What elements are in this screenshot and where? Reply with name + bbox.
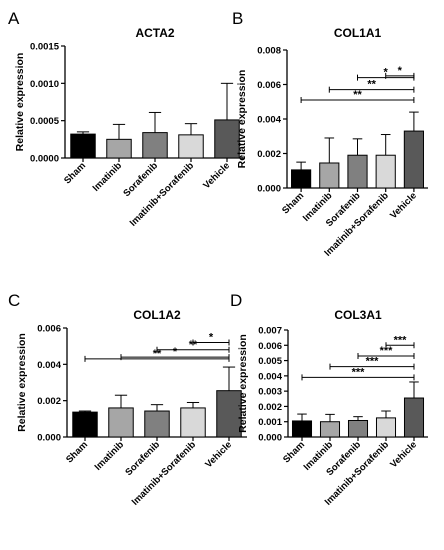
y-tick-label: 0.002 bbox=[258, 402, 282, 413]
bar-sham bbox=[291, 169, 312, 189]
bar-sham bbox=[291, 420, 313, 438]
bar-imatinib bbox=[319, 421, 341, 438]
panel-letter: B bbox=[232, 9, 243, 28]
y-tick-label: 0.005 bbox=[258, 356, 282, 367]
chart-title: ACTA2 bbox=[135, 26, 174, 40]
y-tick-label: 0.0005 bbox=[30, 116, 60, 127]
bar-sorafenib bbox=[144, 410, 170, 438]
panel-letter: D bbox=[230, 291, 242, 310]
y-axis-label: Relative expression bbox=[14, 53, 26, 152]
y-tick-label: 0.002 bbox=[37, 396, 61, 407]
bar-sorafenib bbox=[142, 132, 168, 159]
significance-label: *** bbox=[366, 356, 380, 368]
x-tick-label: Imatinib bbox=[93, 439, 127, 473]
bar-vehicle bbox=[403, 397, 425, 438]
bar-imatinib-sorafenib bbox=[375, 417, 397, 438]
panel-letter: A bbox=[8, 9, 20, 28]
x-tick-label: Sham bbox=[280, 190, 306, 216]
panel-a: A ACTA2 Relative expression 0.0000 0.0005 0.0… bbox=[8, 9, 245, 229]
x-tick-label: Imatinib+Sorafenib bbox=[130, 439, 199, 508]
significance-label: * bbox=[384, 67, 389, 79]
significance-label: * bbox=[209, 332, 214, 344]
x-tick-label: Imatinib+Sorafenib bbox=[128, 160, 197, 229]
y-tick-label: 0.0000 bbox=[30, 154, 59, 165]
y-axis-label: Relative expression bbox=[237, 334, 249, 433]
significance-label: ** bbox=[367, 79, 376, 91]
y-tick-label: 0.004 bbox=[258, 371, 282, 382]
y-tick-label: 0.007 bbox=[258, 326, 282, 337]
panel-b: B COL1A1 Relative expression 0.000 0.002 0.00… bbox=[232, 9, 428, 259]
panel-d: D COL3A1 Relative expression 0.000 0.001 0.00… bbox=[230, 291, 428, 508]
x-tick-label: Sham bbox=[64, 439, 90, 465]
bar-imatinib bbox=[319, 162, 340, 189]
significance-label: ** bbox=[189, 339, 198, 351]
bar-sham bbox=[72, 411, 98, 438]
bar-vehicle bbox=[403, 130, 424, 189]
y-tick-label: 0.000 bbox=[257, 184, 281, 195]
chart-title: COL1A1 bbox=[334, 26, 382, 40]
x-tick-label: Sham bbox=[62, 160, 88, 186]
significance-label: *** bbox=[352, 366, 366, 378]
bar-imatinib-sorafenib bbox=[180, 407, 206, 438]
y-tick-label: 0.004 bbox=[37, 360, 61, 371]
bar-sham bbox=[70, 133, 96, 159]
y-axis-label: Relative expression bbox=[236, 70, 248, 169]
y-tick-label: 0.000 bbox=[37, 433, 61, 444]
bar-imatinib bbox=[108, 407, 134, 438]
chart-title: COL3A1 bbox=[334, 308, 382, 322]
x-tick-label: Imatinib bbox=[91, 160, 125, 194]
bar-imatinib-sorafenib bbox=[375, 154, 396, 189]
y-tick-label: 0.0015 bbox=[30, 42, 60, 53]
significance-label: *** bbox=[380, 345, 394, 357]
significance-label: * bbox=[398, 65, 403, 77]
x-tick-label: Vehicle bbox=[201, 160, 232, 191]
significance-label: ** bbox=[353, 89, 362, 101]
bar-sorafenib bbox=[347, 154, 368, 189]
y-tick-label: 0.008 bbox=[257, 46, 281, 57]
x-tick-label: Vehicle bbox=[388, 439, 419, 470]
bar-imatinib-sorafenib bbox=[178, 134, 204, 159]
y-tick-label: 0.003 bbox=[258, 387, 282, 398]
significance-label: *** bbox=[394, 334, 408, 346]
y-axis-label: Relative expression bbox=[16, 333, 28, 432]
significance-label: ** bbox=[153, 348, 162, 360]
y-tick-label: 0.001 bbox=[258, 417, 282, 428]
x-tick-label: Sham bbox=[281, 439, 307, 465]
y-tick-label: 0.006 bbox=[257, 80, 281, 91]
y-tick-label: 0.006 bbox=[37, 324, 61, 335]
y-tick-label: 0.0010 bbox=[30, 79, 59, 90]
panel-c: C COL1A2 Relative expression 0.000 0.002 0.00… bbox=[8, 291, 247, 508]
bar-sorafenib bbox=[347, 419, 369, 438]
x-tick-label: Vehicle bbox=[203, 439, 234, 470]
chart-title: COL1A2 bbox=[133, 308, 181, 322]
y-tick-label: 0.006 bbox=[258, 341, 282, 352]
y-tick-label: 0.000 bbox=[258, 433, 282, 444]
significance-label: * bbox=[173, 346, 178, 358]
panel-letter: C bbox=[8, 291, 20, 310]
y-tick-label: 0.002 bbox=[257, 149, 281, 160]
x-tick-label: Vehicle bbox=[388, 190, 419, 221]
bar-imatinib bbox=[106, 138, 132, 159]
y-tick-label: 0.004 bbox=[257, 115, 281, 126]
